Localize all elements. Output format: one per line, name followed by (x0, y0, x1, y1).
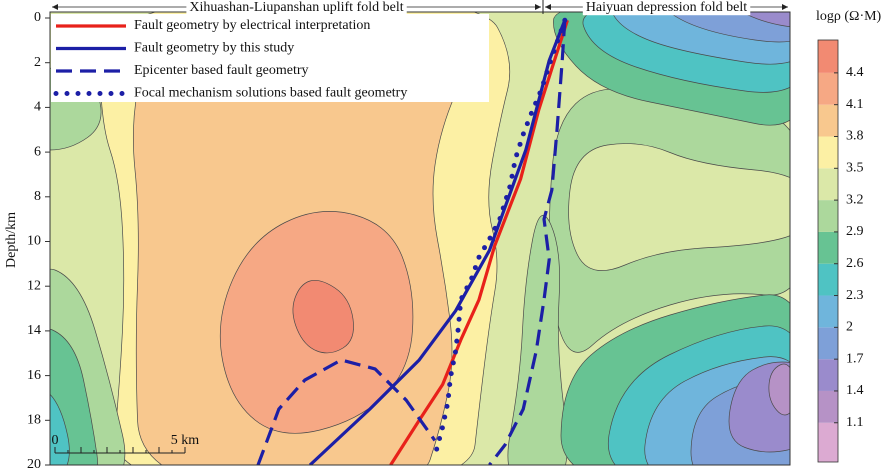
y-tick-label: 4 (34, 100, 41, 115)
y-tick-label: 20 (27, 457, 41, 472)
scale-label: 5 km (171, 433, 200, 448)
colorbar-band (818, 200, 838, 232)
colorbar-tick-label: 2.9 (846, 224, 864, 239)
legend-label: Focal mechanism solutions based fault ge… (134, 86, 407, 101)
legend-box (51, 14, 489, 102)
contour-band (768, 363, 790, 416)
region-label: Haiyuan depression fold belt (586, 0, 747, 15)
colorbar-tick-label: 1.1 (846, 415, 864, 430)
y-tick-label: 0 (34, 10, 41, 25)
legend-label: Fault geometry by electrical interpretat… (134, 18, 370, 33)
colorbar-tick-label: 1.4 (846, 383, 864, 398)
y-tick-label: 2 (34, 55, 41, 70)
scale-bar: 0 5 km (52, 433, 200, 454)
colorbar-band (818, 136, 838, 169)
y-tick-label: 18 (27, 413, 41, 428)
colorbar-band (818, 40, 838, 73)
fault-line (389, 19, 569, 465)
colorbar-band (818, 295, 838, 328)
scale-label: 0 (52, 433, 59, 448)
colorbar-tick-label: 3.8 (846, 129, 864, 144)
colorbar-band (818, 359, 838, 391)
contour-band (741, 12, 790, 27)
contour-band (292, 279, 354, 354)
colorbar-tick-label: 2.3 (846, 288, 864, 303)
colorbar-tick-label: 3.5 (846, 161, 864, 176)
colorbar-band (818, 263, 838, 296)
colorbar-band (818, 327, 838, 360)
contour-band (568, 143, 790, 271)
y-tick-label: 12 (27, 278, 41, 293)
legend-label: Epicenter based fault geometry (134, 63, 309, 78)
fault-lines (256, 17, 569, 465)
colorbar-tick-label: 4.1 (846, 97, 864, 112)
y-tick-label: 16 (27, 368, 41, 383)
colorbar-tick-label: 2.6 (846, 256, 864, 271)
colorbar-tick-label: 2 (846, 320, 853, 335)
fault-line (432, 17, 568, 459)
colorbar-band (818, 390, 838, 423)
colorbar-label: logρ (Ω·M) (816, 9, 882, 24)
region-label-bg (582, 0, 751, 16)
y-tick-label: 10 (27, 234, 41, 249)
colorbar-tick-label: 1.7 (846, 351, 864, 366)
region-label-bg (186, 0, 407, 16)
colorbar-band (818, 168, 838, 201)
colorbar-band (818, 422, 838, 462)
colorbar-band (818, 104, 838, 137)
colorbar-frame (817, 39, 839, 463)
y-tick-label: 14 (27, 323, 41, 338)
y-tick-label: 6 (34, 144, 41, 159)
plot-frame (49, 11, 791, 466)
colorbar-tick-label: 3.2 (846, 192, 864, 207)
y-tick-label: 8 (34, 189, 41, 204)
region-label: Xihuashan-Liupanshan uplift fold belt (189, 0, 403, 15)
colorbar-tick-label: 4.4 (846, 65, 864, 80)
y-axis-label: Depth/km (4, 212, 19, 268)
colorbar-band (818, 72, 838, 105)
legend-label: Fault geometry by this study (134, 41, 294, 56)
fault-line (308, 19, 567, 465)
legend: Fault geometry by electrical interpretat… (51, 14, 489, 102)
colorbar-band (818, 231, 838, 264)
fault-line (256, 20, 567, 465)
